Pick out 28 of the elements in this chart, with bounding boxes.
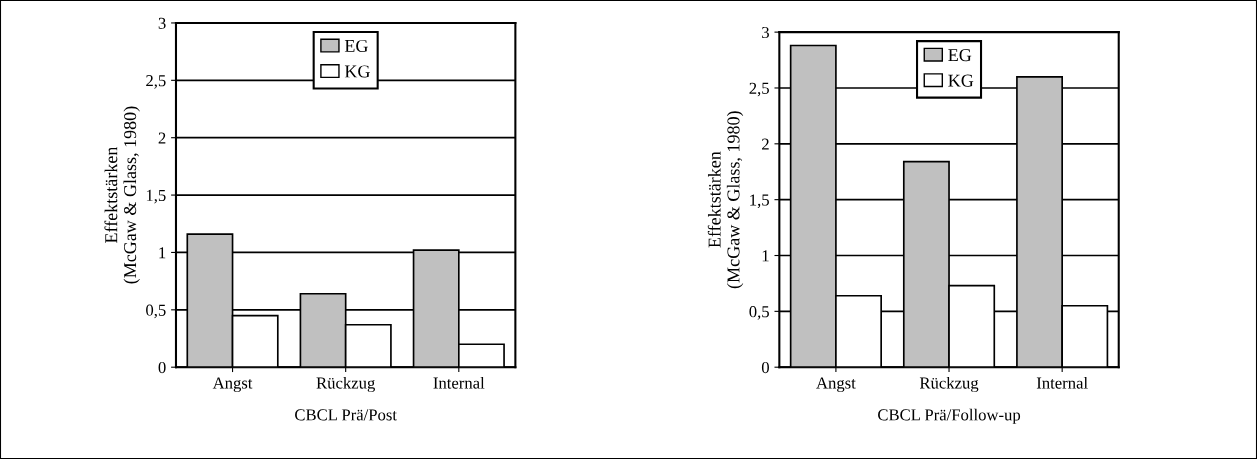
- y-tick-label: 3: [762, 26, 769, 39]
- y-tick-label: 0: [158, 361, 166, 374]
- x-tick-label: Rückzug: [316, 376, 375, 393]
- y-tick-label: 0,5: [146, 304, 166, 319]
- x-tick-label: Angst: [816, 377, 856, 393]
- y-tick-label: 0: [761, 361, 769, 374]
- y-tick-label: 2,5: [146, 75, 166, 89]
- y-tick-label: 1: [762, 250, 769, 262]
- x-tick-label: Rückzug: [919, 376, 979, 393]
- x-axis-title: CBCL Prä/Follow-up: [878, 408, 1021, 424]
- y-tick-label: 0,5: [749, 306, 769, 320]
- y-tick-label: 2: [158, 132, 166, 144]
- y-tick-label: 1,5: [146, 189, 166, 204]
- x-tick-label: Internal: [1036, 376, 1088, 389]
- y-tick-label: 1: [159, 247, 166, 259]
- y-tick-label: 1,5: [750, 194, 769, 209]
- legend-label: EG: [344, 39, 368, 53]
- x-tick-label: Angst: [212, 377, 253, 393]
- y-tick-label: 3: [158, 17, 166, 29]
- y-tick-label: 2,5: [749, 82, 769, 97]
- legend-label: EG: [948, 49, 972, 62]
- y-tick-label: 2: [762, 138, 769, 150]
- y-axis-title: Effektstärken (McGaw & Glass, 1980): [104, 106, 140, 284]
- x-axis-title: CBCL Prä/Post: [295, 409, 397, 421]
- x-tick-label: Internal: [433, 376, 485, 389]
- legend-label: KG: [948, 74, 974, 87]
- legend-label: KG: [344, 65, 370, 78]
- y-axis-title: Effektstärken (McGaw & Glass, 1980): [707, 111, 744, 289]
